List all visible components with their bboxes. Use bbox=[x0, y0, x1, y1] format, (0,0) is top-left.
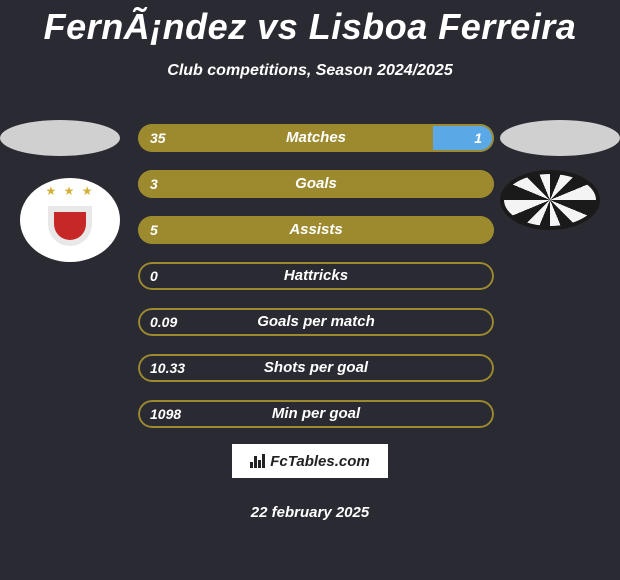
stat-bar: 0Hattricks bbox=[138, 262, 494, 290]
bar-right-seg bbox=[433, 124, 494, 152]
bar-neutral-seg bbox=[138, 262, 494, 290]
left-club-crest: ★ ★ ★ bbox=[20, 178, 120, 262]
bar-left-value: 0.09 bbox=[150, 308, 177, 336]
stat-bar: 3Goals bbox=[138, 170, 494, 198]
right-club-ellipse bbox=[500, 120, 620, 156]
site-name: FcTables.com bbox=[270, 453, 369, 470]
bar-left-value: 5 bbox=[150, 216, 158, 244]
chart-icon bbox=[250, 454, 266, 468]
footer-date: 22 february 2025 bbox=[0, 504, 620, 521]
bar-right-value: 1 bbox=[474, 124, 482, 152]
left-club-ellipse bbox=[0, 120, 120, 156]
stat-bar: 1098Min per goal bbox=[138, 400, 494, 428]
bar-left-seg bbox=[138, 216, 494, 244]
subtitle: Club competitions, Season 2024/2025 bbox=[0, 62, 620, 80]
bar-left-value: 3 bbox=[150, 170, 158, 198]
stat-bar: 10.33Shots per goal bbox=[138, 354, 494, 382]
bar-left-value: 1098 bbox=[150, 400, 181, 428]
bar-left-value: 0 bbox=[150, 262, 158, 290]
stat-bar: 351Matches bbox=[138, 124, 494, 152]
bar-left-seg bbox=[138, 124, 433, 152]
fctables-badge[interactable]: FcTables.com bbox=[232, 444, 388, 478]
bar-left-value: 10.33 bbox=[150, 354, 185, 382]
bar-left-seg bbox=[138, 170, 494, 198]
boavista-check-icon bbox=[500, 170, 600, 230]
page-title: FernÃ¡ndez vs Lisboa Ferreira bbox=[0, 0, 620, 48]
right-club-crest bbox=[500, 158, 600, 242]
bar-left-value: 35 bbox=[150, 124, 166, 152]
stat-bars: 351Matches3Goals5Assists0Hattricks0.09Go… bbox=[138, 124, 494, 446]
bar-neutral-seg bbox=[138, 400, 494, 428]
stat-bar: 5Assists bbox=[138, 216, 494, 244]
bar-neutral-seg bbox=[138, 308, 494, 336]
benfica-stars-icon: ★ ★ ★ bbox=[20, 184, 120, 198]
bar-neutral-seg bbox=[138, 354, 494, 382]
stat-bar: 0.09Goals per match bbox=[138, 308, 494, 336]
